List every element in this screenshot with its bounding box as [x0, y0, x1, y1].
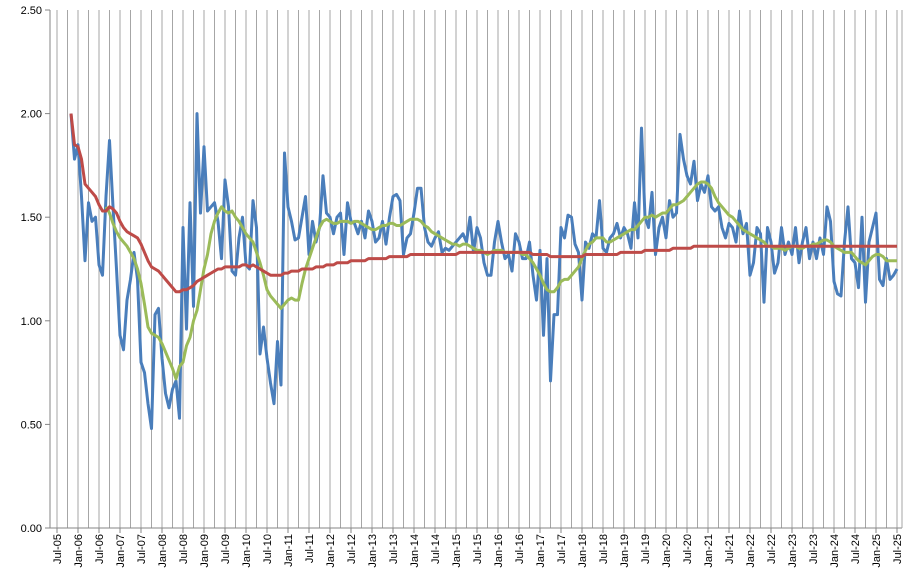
- x-tick-label: Jul-11: [304, 534, 316, 563]
- x-tick-label: Jul-12: [346, 534, 358, 564]
- x-tick-label: Jul-08: [178, 534, 190, 564]
- series-line: [104, 180, 897, 381]
- y-tick-label: 1.50: [21, 212, 42, 224]
- x-tick-label: Jan-11: [283, 534, 295, 567]
- x-tick-label: Jul-24: [850, 534, 862, 564]
- x-tick-label: Jan-13: [367, 534, 379, 568]
- series-line: [69, 112, 899, 431]
- x-tick-label: Jul-22: [766, 534, 778, 564]
- x-tick-label: Jan-08: [157, 534, 169, 568]
- y-tick-label: 0.50: [21, 419, 42, 431]
- x-tick-label: Jan-24: [829, 534, 841, 568]
- x-tick-label: Jan-25: [871, 534, 883, 568]
- x-tick-label: Jan-10: [241, 534, 253, 568]
- x-tick-label: Jul-16: [514, 534, 526, 564]
- x-tick-label: Jul-06: [94, 534, 106, 564]
- x-tick-label: Jan-09: [199, 534, 211, 568]
- x-tick-label: Jul-19: [640, 534, 652, 564]
- x-tick-label: Jan-17: [535, 534, 547, 568]
- x-tick-label: Jul-13: [388, 534, 400, 564]
- x-tick-label: Jul-09: [220, 534, 232, 564]
- x-tick-label: Jul-18: [598, 534, 610, 564]
- x-tick-label: Jan-15: [451, 534, 463, 568]
- x-tick-label: Jan-18: [577, 534, 589, 568]
- y-tick-label: 2.50: [21, 5, 42, 17]
- x-tick-label: Jul-14: [430, 534, 442, 564]
- y-tick-label: 2.00: [21, 109, 42, 121]
- x-tick-label: Jan-07: [115, 534, 127, 568]
- x-tick-label: Jul-17: [556, 534, 568, 564]
- x-tick-label: Jan-06: [73, 534, 85, 568]
- x-tick-label: Jul-05: [52, 534, 64, 564]
- x-tick-label: Jan-23: [787, 534, 799, 568]
- y-tick-label: 1.00: [21, 316, 42, 328]
- x-tick-label: Jul-23: [808, 534, 820, 564]
- x-tick-label: Jan-12: [325, 534, 337, 568]
- x-tick-label: Jan-14: [409, 534, 421, 568]
- x-tick-label: Jan-16: [493, 534, 505, 568]
- x-tick-label: Jan-21: [703, 534, 715, 568]
- x-tick-label: Jan-19: [619, 534, 631, 568]
- x-tick-label: Jul-07: [136, 534, 148, 564]
- x-tick-label: Jul-10: [262, 534, 274, 564]
- x-tick-label: Jul-25: [892, 534, 904, 564]
- x-tick-label: Jul-21: [724, 534, 736, 564]
- x-tick-label: Jul-15: [472, 534, 484, 564]
- y-tick-label: 0.00: [21, 523, 42, 535]
- x-tick-label: Jan-22: [745, 534, 757, 568]
- x-tick-label: Jul-20: [682, 534, 694, 564]
- x-tick-label: Jan-20: [661, 534, 673, 568]
- series-line: [69, 113, 897, 294]
